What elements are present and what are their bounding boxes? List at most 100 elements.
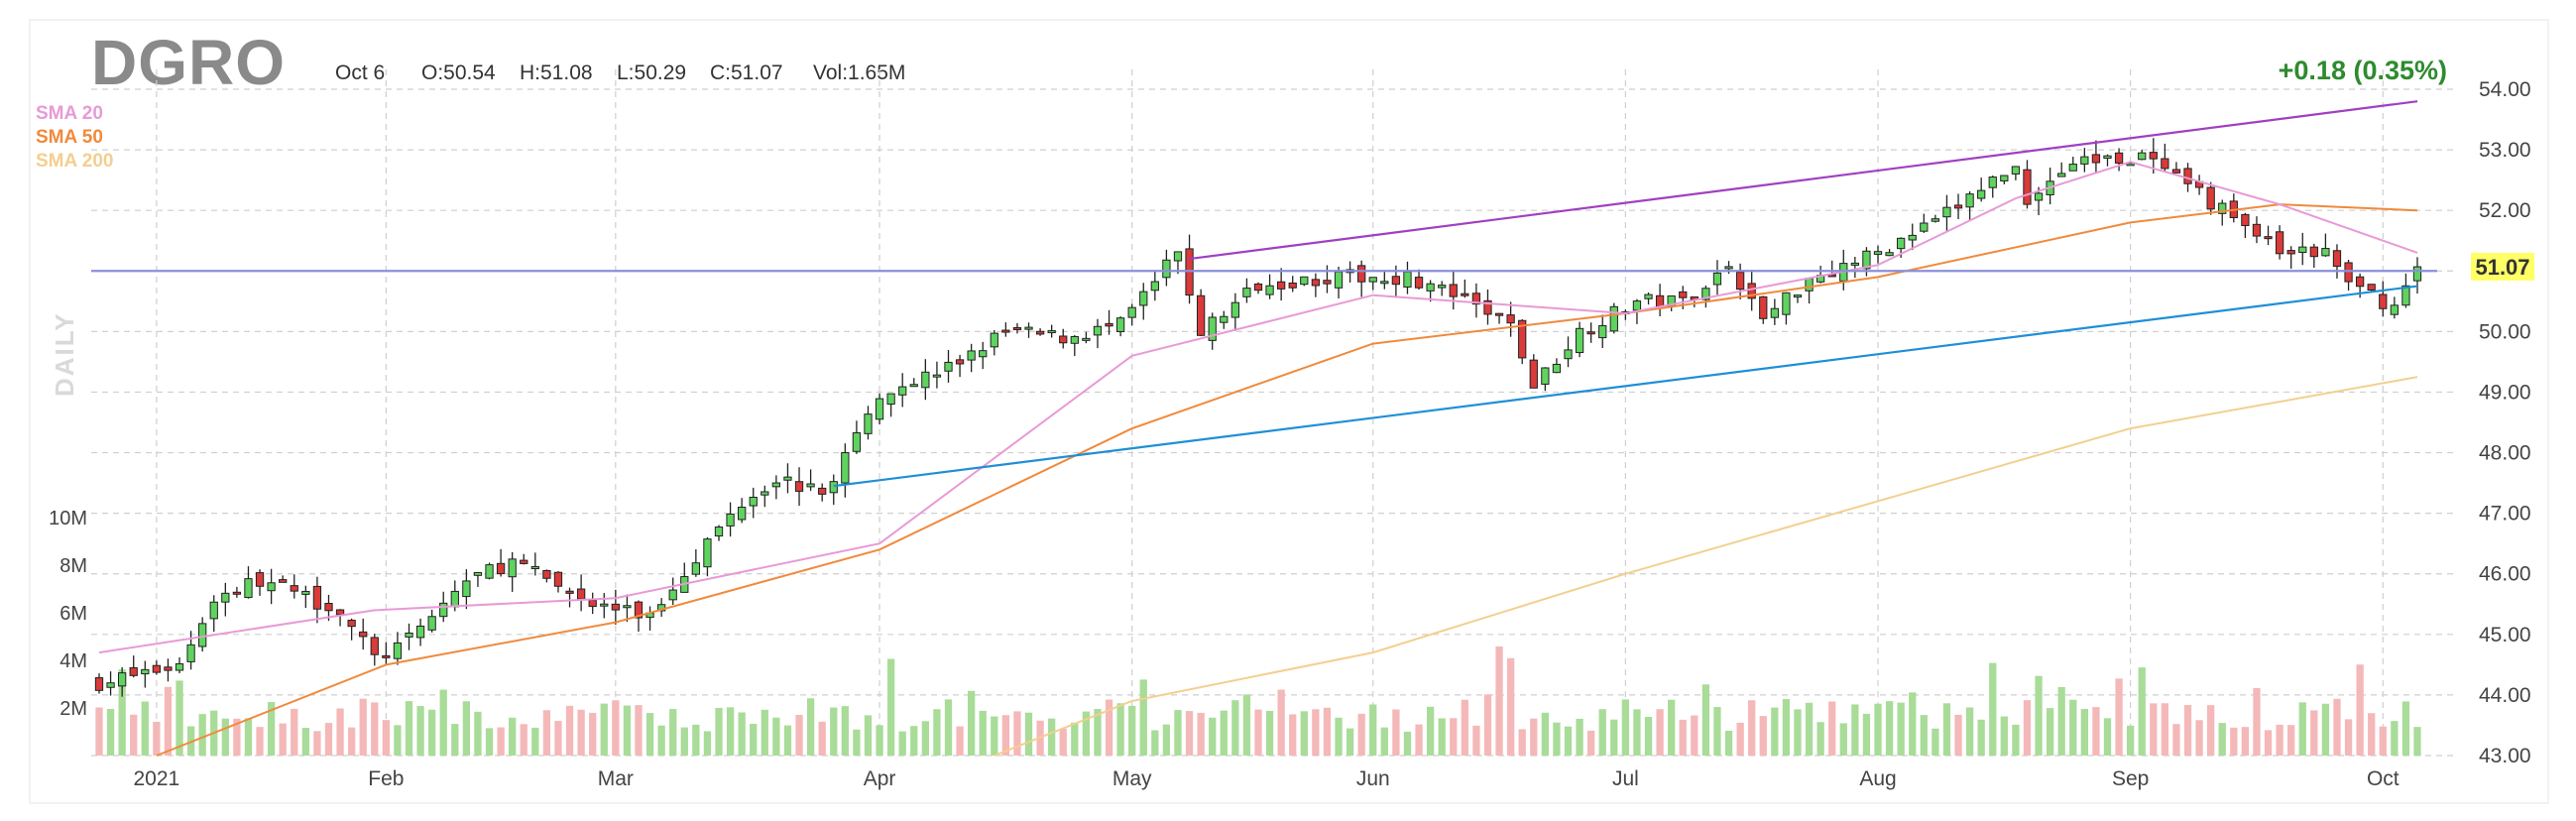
volume-bar bbox=[1736, 722, 1744, 756]
volume-bar bbox=[1713, 707, 1721, 756]
volume-bar bbox=[2138, 667, 2146, 756]
candle bbox=[2206, 186, 2215, 210]
volume-bar bbox=[1094, 709, 1102, 756]
volume-bar bbox=[509, 717, 517, 756]
volume-bar bbox=[1828, 701, 1836, 756]
candle bbox=[1070, 336, 1079, 344]
volume-bar bbox=[531, 727, 539, 756]
volume-bar bbox=[1518, 729, 1526, 756]
volume-bar bbox=[1954, 714, 1962, 756]
candle bbox=[565, 590, 574, 594]
sma50-line bbox=[156, 203, 2418, 757]
volume-bar bbox=[1277, 689, 1285, 756]
volume-bar bbox=[1530, 718, 1538, 756]
candle bbox=[623, 605, 632, 609]
volume-bar bbox=[577, 709, 585, 756]
candle bbox=[1953, 204, 1963, 209]
candle bbox=[1541, 367, 1550, 385]
volume-bar bbox=[1369, 704, 1377, 756]
candle bbox=[829, 481, 838, 494]
x-tick-label: Sep bbox=[2112, 767, 2149, 790]
candle bbox=[1230, 301, 1239, 318]
ticker-symbol: DGRO bbox=[91, 27, 286, 98]
volume-bar bbox=[279, 723, 287, 756]
volume-bar bbox=[750, 723, 758, 756]
volume-bar bbox=[485, 728, 494, 756]
volume-bar bbox=[2207, 705, 2215, 756]
quote-low: L:50.29 bbox=[617, 61, 687, 84]
candle bbox=[2401, 285, 2410, 306]
volume-bar bbox=[2241, 727, 2250, 756]
volume-bar bbox=[1805, 702, 1814, 756]
candle bbox=[2103, 155, 2112, 160]
volume-bar bbox=[1415, 724, 1423, 756]
volume-bar bbox=[1587, 730, 1595, 756]
candle bbox=[1391, 276, 1401, 286]
candle bbox=[1529, 359, 1538, 389]
volume-bar bbox=[645, 713, 654, 756]
candle bbox=[1265, 285, 1274, 295]
volume-bar bbox=[542, 710, 551, 756]
candle bbox=[301, 590, 310, 595]
volume-bar bbox=[600, 703, 608, 756]
candle bbox=[1220, 315, 1229, 323]
volume-bar bbox=[1506, 657, 1515, 756]
candle bbox=[1380, 281, 1389, 285]
volume-bar bbox=[944, 699, 953, 756]
volume-bar bbox=[2150, 703, 2158, 756]
candle bbox=[1334, 271, 1344, 289]
volume-tick-label: 8M bbox=[59, 555, 87, 577]
volume-bar bbox=[876, 725, 883, 756]
volume-bar bbox=[1013, 711, 1021, 756]
volume-bar bbox=[589, 712, 597, 756]
volume-bar bbox=[244, 718, 253, 756]
volume-bar bbox=[1851, 704, 1859, 756]
volume-bar bbox=[1151, 730, 1159, 756]
candle bbox=[932, 374, 942, 378]
candle bbox=[1908, 234, 1917, 241]
volume-bar bbox=[256, 727, 264, 756]
volume-bar bbox=[2368, 713, 2376, 756]
volume-bar bbox=[761, 709, 768, 756]
candle bbox=[2264, 236, 2273, 240]
candle bbox=[2275, 231, 2284, 255]
candle bbox=[244, 578, 253, 599]
volume-bar bbox=[1116, 703, 1124, 756]
candle bbox=[576, 588, 586, 600]
candle bbox=[967, 350, 976, 361]
volume-bar bbox=[2321, 703, 2330, 756]
volume-bar bbox=[1426, 706, 1435, 756]
candle bbox=[312, 585, 322, 610]
volume-bar bbox=[1312, 709, 1320, 756]
volume-bar bbox=[451, 724, 459, 756]
volume-bar bbox=[233, 718, 241, 756]
candle bbox=[485, 564, 494, 579]
volume-bar bbox=[1644, 716, 1653, 756]
candle bbox=[542, 570, 551, 579]
volume-bar bbox=[2401, 701, 2410, 756]
candle bbox=[359, 631, 368, 638]
candle bbox=[405, 633, 413, 638]
candle bbox=[141, 668, 150, 675]
volume-bar bbox=[221, 718, 229, 756]
volume-bar bbox=[1403, 731, 1412, 756]
volume-bar bbox=[692, 724, 700, 756]
candle bbox=[864, 413, 873, 434]
candle bbox=[1242, 288, 1251, 297]
volume-bar bbox=[1771, 707, 1779, 756]
volume-bar bbox=[130, 714, 138, 756]
volume-bar bbox=[1495, 645, 1503, 756]
volume-bar bbox=[2161, 703, 2169, 756]
volume-bar bbox=[1105, 699, 1113, 756]
candle bbox=[1196, 294, 1206, 336]
candle bbox=[875, 398, 884, 420]
volume-bar bbox=[1450, 718, 1458, 756]
candle bbox=[1873, 251, 1883, 255]
volume-tick-label: 2M bbox=[59, 698, 87, 720]
volume-bar bbox=[1380, 727, 1388, 756]
volume-bar bbox=[2035, 675, 2043, 756]
candle bbox=[530, 565, 539, 569]
candle bbox=[415, 625, 425, 639]
trendline bbox=[1189, 100, 2418, 261]
